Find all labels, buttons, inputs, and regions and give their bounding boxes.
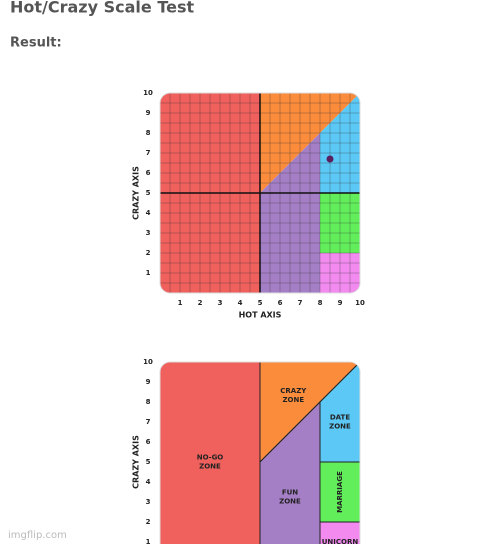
x-tick-label: 9 <box>338 299 343 307</box>
zone-label: ZONE <box>282 396 304 404</box>
x-tick-label: 5 <box>258 299 263 307</box>
zone-label: MARRIAGE <box>336 471 344 513</box>
zone-label: NO-GO <box>197 454 224 462</box>
zone-label: FUN <box>282 489 298 497</box>
chart: 1 2 3 4 5 6 7 8 9 10 1 2 3 4 5 6 7 8 9 10 HOT AXIS CRAZY AXIS <box>132 89 365 320</box>
page-title: Hot/Crazy Scale Test <box>10 0 194 17</box>
x-tick-label: 7 <box>298 299 303 307</box>
y-tick-label: 10 <box>143 89 153 97</box>
y-tick-label: 5 <box>146 189 151 197</box>
zone-label: CRAZY <box>280 387 307 395</box>
zone <box>319 521 360 544</box>
y-tick-label: 4 <box>146 478 151 486</box>
y-tick-label: 3 <box>146 229 151 237</box>
y-tick-label: 9 <box>146 109 151 117</box>
x-tick-label: 3 <box>218 299 223 307</box>
y-tick-label: 7 <box>146 149 151 157</box>
watermark: imgflip.com <box>8 530 67 541</box>
plot-area <box>160 362 360 544</box>
x-tick-label: 2 <box>198 299 203 307</box>
y-axis-label: CRAZY AXIS <box>132 166 141 220</box>
y-axis-label: CRAZY AXIS <box>132 435 141 489</box>
y-tick-label: 5 <box>146 458 151 466</box>
plot-border <box>159 361 361 544</box>
x-tick-label: 6 <box>278 299 283 307</box>
y-tick-label: 8 <box>146 398 151 406</box>
x-tick-label: 10 <box>355 299 365 307</box>
zone-label: ZONE <box>199 463 221 471</box>
y-tick-label: 2 <box>146 249 151 257</box>
zone-label: DATE <box>330 414 350 422</box>
x-tick-label: 8 <box>318 299 323 307</box>
y-tick-label: 9 <box>146 378 151 386</box>
zone-label: ZONE <box>329 423 351 431</box>
y-tick-label: 4 <box>146 209 151 217</box>
y-tick-label: 2 <box>146 518 151 526</box>
y-tick-label: 3 <box>146 498 151 506</box>
x-tick-label: 4 <box>238 299 243 307</box>
chart: NO-GOZONECRAZYZONEFUNZONEDATEZONEMARRIAG… <box>132 358 361 544</box>
y-tick-label: 1 <box>146 538 151 544</box>
point <box>326 155 334 163</box>
zone-label: ZONE <box>279 498 301 506</box>
result-label: Result: <box>10 36 62 51</box>
y-tick-label: 7 <box>146 418 151 426</box>
y-tick-label: 1 <box>146 269 151 277</box>
y-tick-label: 6 <box>146 169 151 177</box>
plot-area <box>160 93 360 293</box>
y-tick-label: 6 <box>146 438 151 446</box>
x-tick-label: 1 <box>178 299 183 307</box>
y-tick-label: 8 <box>146 129 151 137</box>
plot-border <box>159 92 361 294</box>
zone <box>160 362 261 544</box>
y-tick-label: 10 <box>143 358 153 366</box>
x-axis-label: HOT AXIS <box>239 311 282 320</box>
zone-label: UNICORN <box>322 538 359 544</box>
